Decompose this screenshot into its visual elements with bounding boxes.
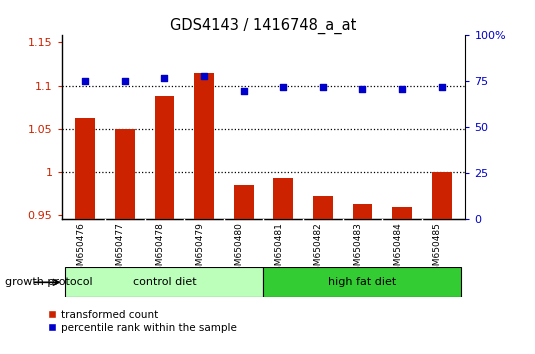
- Title: GDS4143 / 1416748_a_at: GDS4143 / 1416748_a_at: [170, 18, 357, 34]
- Point: [279, 84, 288, 90]
- Bar: [432, 172, 452, 219]
- Text: GSM650484: GSM650484: [393, 222, 402, 276]
- Text: GSM650485: GSM650485: [433, 222, 442, 277]
- Point: [438, 84, 446, 90]
- Text: GSM650476: GSM650476: [77, 222, 85, 277]
- Bar: [353, 204, 372, 219]
- Text: growth protocol: growth protocol: [5, 277, 93, 287]
- Bar: [194, 73, 214, 219]
- Bar: [313, 196, 333, 219]
- Text: GSM650483: GSM650483: [354, 222, 363, 277]
- Point: [120, 79, 129, 84]
- Text: GSM650480: GSM650480: [235, 222, 243, 277]
- Text: GSM650481: GSM650481: [274, 222, 284, 277]
- Text: high fat diet: high fat diet: [328, 277, 396, 287]
- Point: [200, 73, 208, 79]
- Point: [319, 84, 327, 90]
- Bar: [155, 96, 174, 219]
- Bar: [264, 267, 462, 297]
- Point: [358, 86, 367, 92]
- Text: control diet: control diet: [133, 277, 196, 287]
- Text: GSM650478: GSM650478: [156, 222, 164, 277]
- Point: [160, 75, 169, 81]
- Point: [239, 88, 248, 93]
- Bar: [65, 267, 264, 297]
- Point: [398, 86, 407, 92]
- Legend: transformed count, percentile rank within the sample: transformed count, percentile rank withi…: [48, 310, 236, 333]
- Bar: [75, 118, 95, 219]
- Text: GSM650482: GSM650482: [314, 222, 323, 276]
- Bar: [273, 178, 293, 219]
- Point: [81, 79, 89, 84]
- Bar: [115, 129, 135, 219]
- Text: GSM650479: GSM650479: [195, 222, 204, 277]
- Bar: [392, 206, 412, 219]
- Text: GSM650477: GSM650477: [116, 222, 125, 277]
- Bar: [234, 185, 254, 219]
